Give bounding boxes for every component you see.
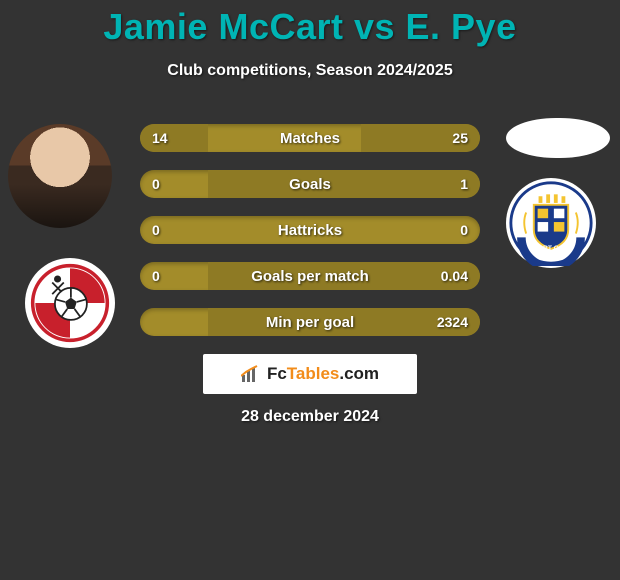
stat-label: Hattricks bbox=[140, 216, 480, 244]
stat-value-right: 0 bbox=[460, 216, 468, 244]
club-left-badge bbox=[25, 258, 115, 348]
club-right-badge: KPORT COUN bbox=[506, 178, 596, 268]
player-left-portrait bbox=[8, 124, 112, 228]
page-title: Jamie McCart vs E. Pye bbox=[0, 6, 620, 48]
stats-bars: 14 Matches 25 0 Goals 1 0 Hattricks 0 0 … bbox=[140, 124, 480, 354]
player-left-face-placeholder bbox=[8, 124, 112, 228]
stockport-crest-icon: KPORT COUN bbox=[508, 180, 594, 266]
stat-fill-right bbox=[208, 262, 480, 290]
stat-fill-right bbox=[208, 170, 480, 198]
site-name: FcTables.com bbox=[267, 364, 379, 384]
svg-text:KPORT COUN: KPORT COUN bbox=[529, 245, 574, 252]
stat-value-left: 0 bbox=[152, 262, 160, 290]
stat-value-left: 0 bbox=[152, 170, 160, 198]
player-right-portrait bbox=[506, 118, 610, 158]
rotherham-crest-icon bbox=[30, 263, 110, 343]
stat-row-goals: 0 Goals 1 bbox=[140, 170, 480, 198]
bar-chart-icon bbox=[241, 365, 261, 383]
site-watermark: FcTables.com bbox=[203, 354, 417, 394]
stat-fill-left bbox=[140, 124, 208, 152]
stat-row-hattricks: 0 Hattricks 0 bbox=[140, 216, 480, 244]
stat-value-left: 0 bbox=[152, 216, 160, 244]
stat-row-goals-per-match: 0 Goals per match 0.04 bbox=[140, 262, 480, 290]
stat-fill-right bbox=[208, 308, 480, 336]
stat-row-matches: 14 Matches 25 bbox=[140, 124, 480, 152]
footer-date: 28 december 2024 bbox=[0, 408, 620, 426]
page-subtitle: Club competitions, Season 2024/2025 bbox=[0, 62, 620, 80]
stat-row-min-per-goal: Min per goal 2324 bbox=[140, 308, 480, 336]
stat-fill-right bbox=[361, 124, 480, 152]
